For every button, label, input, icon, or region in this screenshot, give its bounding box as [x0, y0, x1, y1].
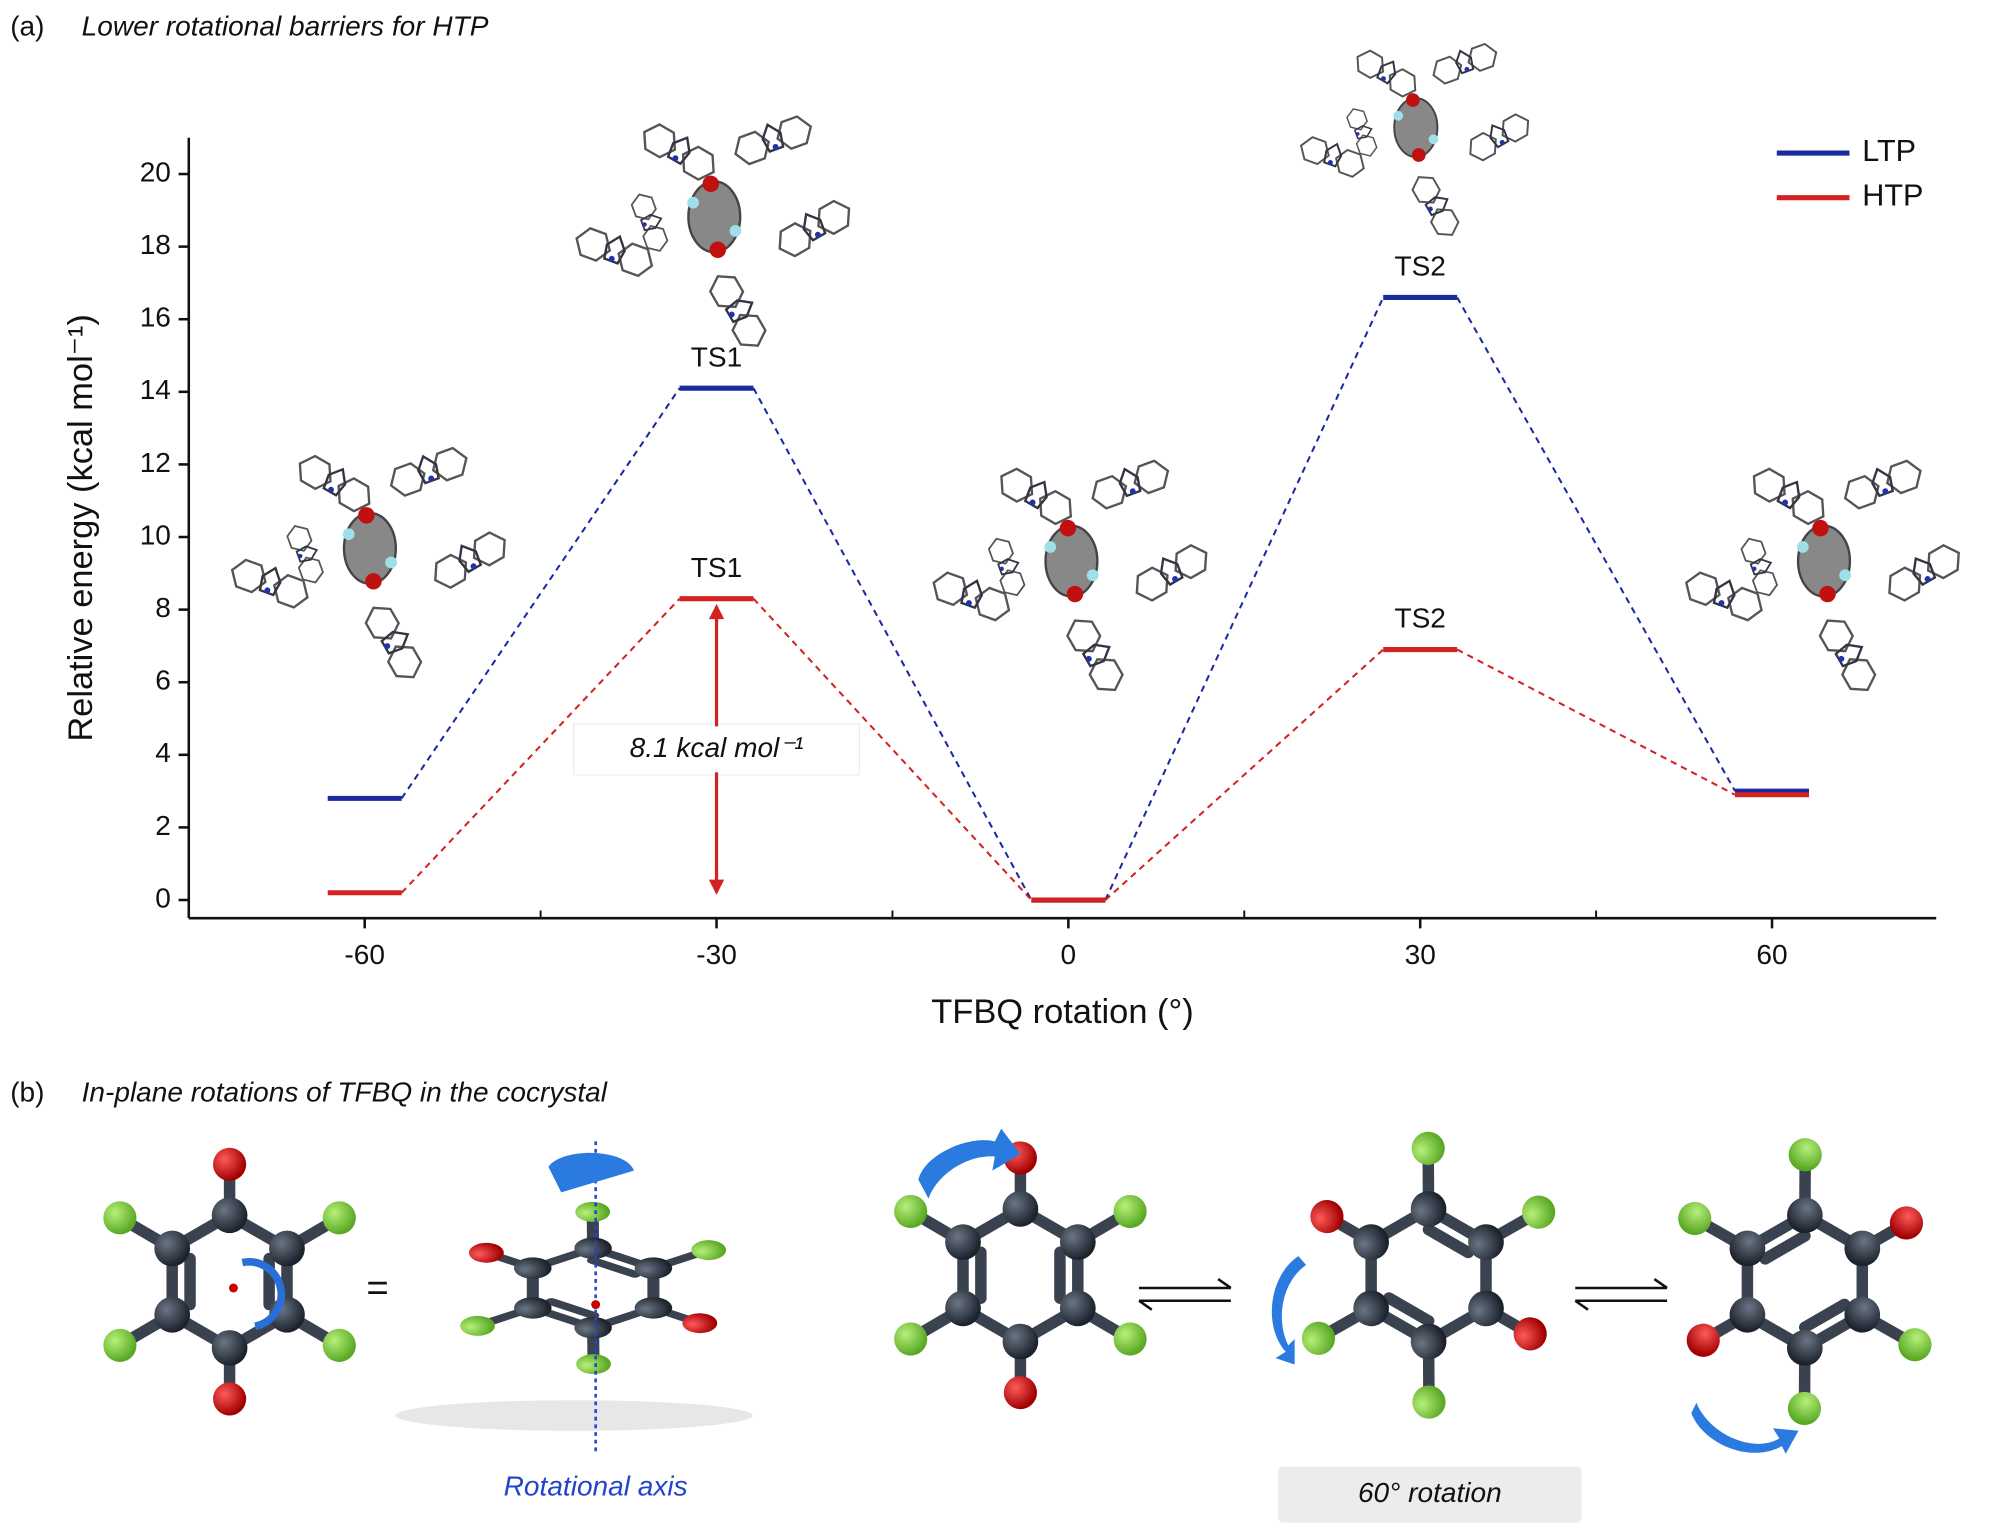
equilibrium-arrow: [1138, 1278, 1232, 1311]
arrow-head: [708, 603, 725, 620]
rotation-arrow: [918, 1128, 1021, 1199]
arrow-head: [708, 879, 725, 895]
x-tick-label: 60: [1756, 939, 1787, 970]
panel-label: (b): [10, 1077, 44, 1108]
molecule-cluster: [227, 443, 511, 685]
x-axis-label: TFBQ rotation (°): [931, 993, 1193, 1031]
legend-label: HTP: [1862, 179, 1923, 213]
x-tick-label: 0: [1061, 939, 1077, 970]
tfbq-molecule: [1626, 1105, 1984, 1458]
equilibrium-arrow: [1574, 1278, 1668, 1311]
annotation-box: [608, 726, 825, 773]
rotation-arrow: [1271, 1256, 1307, 1365]
connector: [752, 387, 1033, 901]
connector: [1456, 296, 1736, 792]
panel-title: Lower rotational barriers for HTP: [82, 10, 489, 41]
state-label: TS1: [691, 552, 742, 583]
shadow: [395, 1400, 753, 1431]
y-tick-label: 10: [140, 519, 171, 550]
y-tick-label: 12: [140, 447, 171, 478]
y-tick-label: 4: [155, 737, 171, 768]
rotation-label: 60° rotation: [1358, 1477, 1502, 1508]
connector: [400, 598, 681, 894]
connector: [1104, 648, 1384, 901]
molecule-cluster: [929, 455, 1213, 697]
state-label: TS1: [691, 341, 742, 372]
y-tick-label: 2: [155, 810, 171, 841]
tfbq-molecule: [103, 1148, 356, 1416]
panel-label: (a): [10, 10, 44, 41]
tfbq-molecule: [1249, 1099, 1607, 1452]
molecule-cluster: [1681, 455, 1965, 697]
molecule-cluster: [572, 111, 856, 353]
y-tick-label: 14: [140, 374, 171, 405]
center-dot: [228, 1283, 238, 1293]
legend-label: LTP: [1862, 134, 1916, 168]
rotation-arrow: [548, 1152, 634, 1193]
x-tick-label: -30: [696, 939, 737, 970]
y-tick-label: 6: [155, 665, 171, 696]
connector: [1104, 297, 1385, 901]
label-box: [1278, 1466, 1582, 1523]
y-axis-label: Relative energy (kcal mol⁻¹): [62, 314, 100, 741]
x-tick-label: 30: [1405, 939, 1436, 970]
rotation-arrow: [241, 1258, 286, 1330]
y-tick-label: 20: [140, 156, 171, 187]
y-tick-label: 8: [155, 592, 171, 623]
axis-label: Rotational axis: [504, 1471, 688, 1502]
center-dot: [591, 1300, 601, 1310]
rotation-arrow: [1691, 1402, 1799, 1454]
x-tick-label: -60: [344, 939, 385, 970]
equals: =: [366, 1267, 388, 1310]
y-tick-label: 18: [140, 229, 171, 260]
y-tick-label: 16: [140, 302, 171, 333]
panel-title: In-plane rotations of TFBQ in the cocrys…: [82, 1077, 608, 1108]
state-label: TS2: [1394, 603, 1445, 634]
state-label: TS2: [1394, 251, 1445, 282]
molecule-cluster: [1297, 39, 1534, 240]
y-tick-label: 0: [155, 882, 171, 913]
connector: [400, 387, 681, 799]
energy-chart: 0 2 4 6 8 10 12 14 16 18 20 -60 -30 0 30 60 TFBQ rotatio…: [62, 134, 1937, 1031]
tfbq-tilted: [405, 1182, 781, 1394]
annotation: 8.1 kcal mol⁻¹: [630, 732, 804, 763]
connector: [1456, 648, 1736, 796]
